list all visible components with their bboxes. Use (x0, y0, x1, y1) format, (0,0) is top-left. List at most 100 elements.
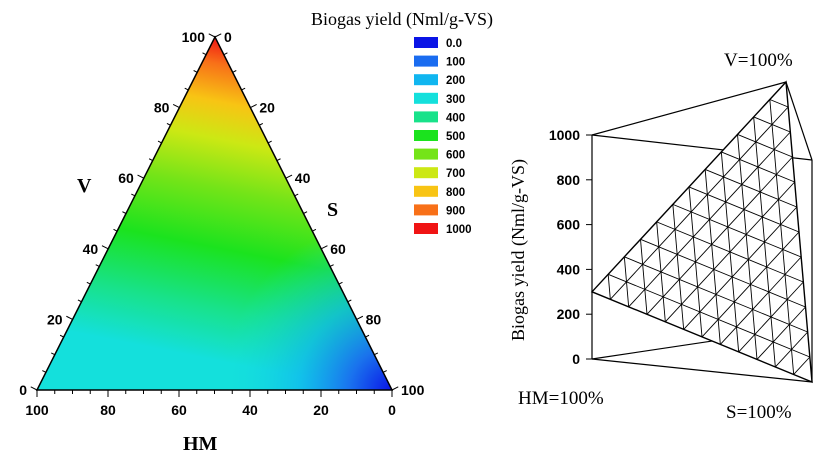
surface-y-axis-label: Biogas yield (Nml/g-VS) (508, 159, 529, 341)
ternary-tick (294, 193, 299, 197)
ternary-tick (101, 245, 109, 250)
ternary-tick (374, 352, 379, 356)
surface-y-ticks: 0 200 400 600 800 1000 (549, 127, 592, 367)
legend-swatch (414, 55, 438, 67)
mesh-line (737, 134, 758, 360)
mesh-line (610, 106, 789, 300)
mesh-line (769, 99, 795, 375)
ternary-tick (276, 158, 281, 161)
axis-name-hm: HM (183, 433, 218, 455)
ternary-tick (259, 122, 264, 126)
mesh-line (646, 156, 793, 315)
v-tick-label: 0 (19, 382, 27, 398)
frame-edge (591, 81, 787, 136)
corner-label-hm: HM=100% (518, 388, 604, 409)
legend-label: 400 (446, 112, 465, 124)
frame-edge (785, 81, 813, 161)
ternary-tick (347, 299, 352, 303)
ternary-tick (137, 174, 145, 179)
ternary-tick (382, 370, 387, 373)
s-tick-label: 60 (330, 241, 346, 257)
legend-swatch (414, 223, 438, 234)
legend-label: 800 (446, 187, 465, 199)
ternary-tick (365, 334, 370, 338)
ternary-tick (166, 122, 171, 126)
ternary-tick (131, 193, 136, 197)
legend-swatch (414, 74, 438, 86)
ternary-tick (250, 103, 257, 109)
v-tick-label: 100 (182, 29, 206, 45)
ternary-tick (214, 33, 222, 38)
hm-tick-label: 0 (388, 402, 396, 418)
axis-name-s: S (327, 199, 338, 221)
s-tick-label: 100 (401, 382, 425, 398)
ternary-tick (320, 245, 328, 250)
legend-swatch (414, 130, 438, 141)
legend-swatch (414, 111, 438, 123)
ternary-tick (148, 158, 153, 161)
v-tick-label: 60 (118, 170, 134, 186)
surface-y-tick-label: 400 (557, 261, 581, 277)
ternary-tick (223, 52, 228, 56)
v-tick-label: 40 (83, 241, 99, 257)
ternary-tick (312, 228, 317, 232)
mesh-line (756, 306, 806, 360)
ternary-tick (184, 87, 189, 91)
mesh-line (640, 239, 648, 315)
mesh-line (793, 356, 811, 375)
mesh-line (672, 204, 685, 330)
ternary-tick (208, 33, 216, 38)
legend-swatch (414, 185, 438, 197)
hm-tick-label: 80 (100, 402, 116, 418)
legend-swatch (414, 167, 438, 179)
s-tick-label: 0 (224, 29, 232, 45)
mesh-line (607, 274, 611, 300)
mesh-line (775, 331, 808, 368)
mesh-line (701, 231, 800, 338)
ternary-tick (51, 352, 56, 356)
v-tick-label: 20 (47, 311, 63, 327)
ternary-tick (122, 211, 127, 214)
legend-label: 600 (446, 150, 465, 162)
surface-y-tick-label: 0 (572, 351, 580, 367)
surface-y-tick-label: 1000 (549, 127, 580, 143)
ternary-tick (303, 211, 308, 214)
axis-name-v: V (77, 175, 92, 197)
mesh-line (769, 99, 789, 108)
mesh-line (665, 181, 795, 323)
ternary-tick (172, 103, 180, 109)
ternary-tick (202, 52, 207, 56)
ternary-tick (86, 281, 91, 285)
mesh-line (738, 281, 804, 353)
s-tick-label: 40 (295, 170, 311, 186)
mesh-line (628, 131, 791, 308)
surface-y-tick-label: 200 (557, 306, 581, 322)
surface-mesh (590, 80, 813, 384)
hm-tick-label: 40 (242, 402, 258, 418)
legend-label: 900 (446, 205, 465, 217)
ternary-tick (59, 334, 64, 338)
ternary-tick (285, 174, 293, 179)
legend-label: 1000 (446, 224, 472, 236)
legend-swatch (414, 148, 438, 160)
legend-label: 100 (446, 57, 465, 69)
chart-title: Biogas yield (Nml/g-VS) (311, 9, 493, 30)
ternary-tick (232, 70, 237, 73)
ternary-tick (338, 281, 343, 285)
v-tick-label: 80 (154, 100, 170, 116)
legend-label: 200 (446, 75, 465, 87)
mesh-line (640, 238, 806, 308)
mesh-line (704, 169, 798, 208)
ternary-tick (157, 140, 162, 144)
ternary-tick (391, 386, 399, 391)
ternary-tick (329, 264, 334, 267)
legend-swatch (414, 92, 438, 104)
ternary-tick (193, 70, 198, 73)
mesh-line (737, 134, 793, 158)
ternary-tick (113, 228, 118, 232)
ternary-tick-labels: 0 20 40 60 80 100 0 20 40 60 80 100 100 80 60 40 20 0 (19, 29, 424, 418)
ternary-tick (42, 370, 47, 373)
ternary-tick (77, 299, 82, 303)
ternary-tick (267, 140, 272, 144)
legend-label: 700 (446, 168, 465, 180)
